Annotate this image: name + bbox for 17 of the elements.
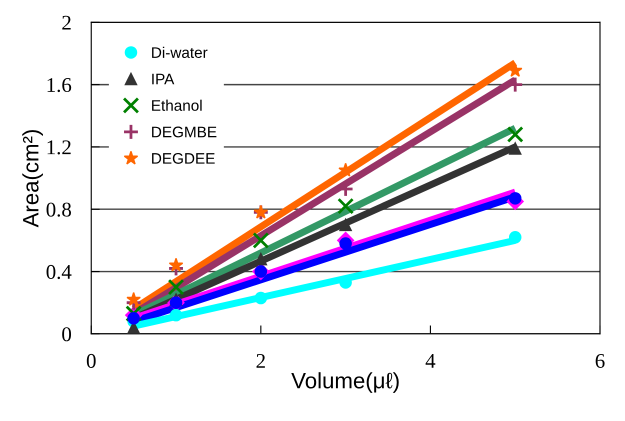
x-tick-label: 2	[256, 354, 265, 368]
y-tick-label: 1.2	[48, 140, 71, 154]
y-tick-label: 0.8	[46, 202, 72, 217]
y-tick-label: 0	[62, 327, 72, 342]
legend-label: DEGDEE	[152, 153, 215, 164]
y-tick-label: 1.6	[48, 78, 72, 92]
legend-label: Di-water	[152, 46, 208, 58]
x-axis-title: Volume(μℓ)	[291, 372, 399, 393]
legend-label: DEGMBE	[152, 126, 216, 138]
legend-label: IPA	[152, 74, 174, 84]
legend-label: Ethanol	[152, 100, 202, 111]
y-tick-label: 0.4	[46, 264, 72, 280]
x-tick-label: 0	[86, 354, 96, 368]
y-axis-title: Area(cm²)	[22, 130, 43, 228]
y-tick-label: 2	[62, 16, 71, 30]
x-tick-label: 6	[596, 354, 605, 368]
x-tick-label: 4	[426, 354, 436, 368]
